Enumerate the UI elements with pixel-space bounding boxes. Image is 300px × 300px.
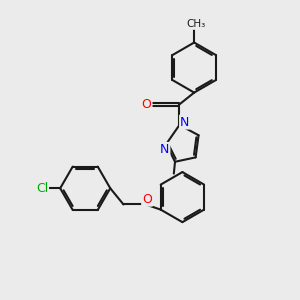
Text: O: O: [142, 193, 152, 206]
Text: N: N: [180, 116, 189, 128]
Text: N: N: [160, 143, 169, 156]
Text: CH₃: CH₃: [186, 19, 205, 29]
Text: Cl: Cl: [36, 182, 48, 195]
Text: O: O: [142, 98, 152, 111]
